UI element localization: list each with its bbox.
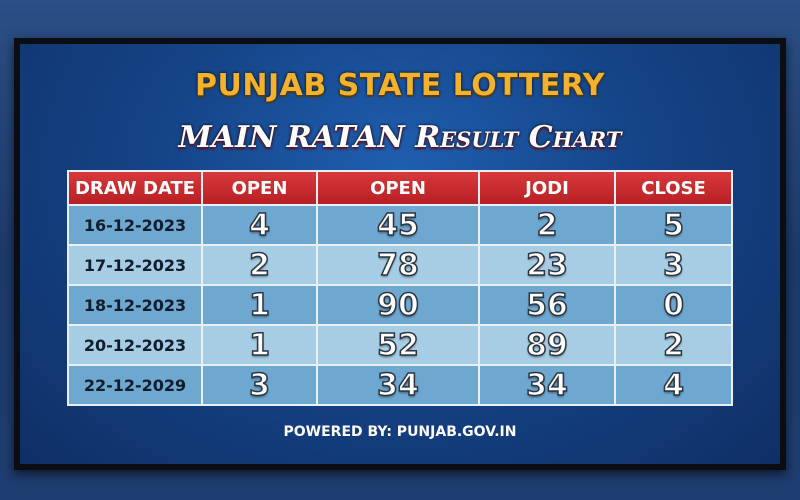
- table-row: 16-12-2023 4 45 2 5: [67, 204, 733, 246]
- cell-jodi: 89: [478, 324, 616, 366]
- table-row: 20-12-2023 1 52 89 2: [67, 324, 733, 366]
- cell-open-panna: 90: [316, 284, 480, 326]
- cell-close: 0: [614, 284, 733, 326]
- cell-open-panna: 34: [316, 364, 480, 406]
- page-subtitle: MAIN RATAN Result Chart: [178, 120, 622, 155]
- cell-open: 2: [201, 244, 318, 286]
- result-table: DRAW DATE OPEN OPEN JODI CLOSE 16-12-202…: [67, 170, 733, 406]
- footer-credit: POWERED BY: PUNJAB.GOV.IN: [283, 424, 517, 440]
- table-row: 18-12-2023 1 90 56 0: [67, 284, 733, 326]
- cell-open-panna: 78: [316, 244, 480, 286]
- cell-close: 2: [614, 324, 733, 366]
- table-header-row: DRAW DATE OPEN OPEN JODI CLOSE: [67, 170, 733, 206]
- cell-open-panna: 45: [316, 204, 480, 246]
- header-open: OPEN: [201, 170, 318, 206]
- header-open-panna: OPEN: [316, 170, 480, 206]
- cell-open: 1: [201, 284, 318, 326]
- table-row: 17-12-2023 2 78 23 3: [67, 244, 733, 286]
- header-jodi: JODI: [478, 170, 616, 206]
- page-title: PUNJAB STATE LOTTERY: [194, 68, 606, 103]
- table-row: 22-12-2029 3 34 34 4: [67, 364, 733, 406]
- cell-jodi: 2: [478, 204, 616, 246]
- cell-draw-date: 16-12-2023: [67, 204, 203, 246]
- header-draw-date: DRAW DATE: [67, 170, 203, 206]
- cell-open: 4: [201, 204, 318, 246]
- cell-close: 3: [614, 244, 733, 286]
- cell-open-panna: 52: [316, 324, 480, 366]
- cell-jodi: 34: [478, 364, 616, 406]
- cell-draw-date: 18-12-2023: [67, 284, 203, 326]
- cell-jodi: 23: [478, 244, 616, 286]
- cell-draw-date: 20-12-2023: [67, 324, 203, 366]
- cell-draw-date: 22-12-2029: [67, 364, 203, 406]
- header-close: CLOSE: [614, 170, 733, 206]
- cell-close: 4: [614, 364, 733, 406]
- cell-close: 5: [614, 204, 733, 246]
- cell-jodi: 56: [478, 284, 616, 326]
- cell-open: 3: [201, 364, 318, 406]
- cell-open: 1: [201, 324, 318, 366]
- cell-draw-date: 17-12-2023: [67, 244, 203, 286]
